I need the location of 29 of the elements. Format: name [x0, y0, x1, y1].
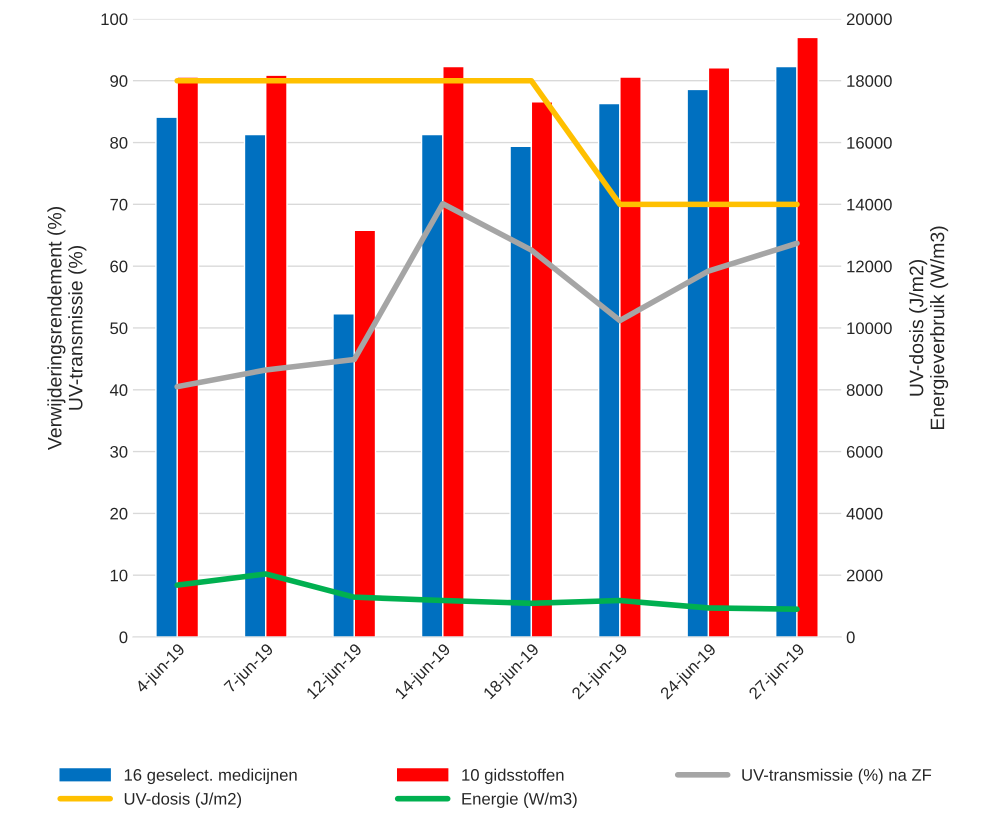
y-tick-label: 60 — [110, 260, 128, 272]
y2-tick-label: 0 — [846, 631, 855, 644]
y2-tick-label: 6000 — [846, 446, 882, 458]
legend-label: 16 geselect. medicijnen — [124, 768, 297, 784]
y2-tick-label: 4000 — [846, 508, 882, 520]
y-tick-label: 70 — [110, 198, 128, 211]
legend-label: Energie (W/m3) — [462, 792, 577, 808]
y2-tick-label: 2000 — [846, 570, 882, 582]
y-axis-title: Verwijderingsrendement (%) UV-transmissie (%) — [47, 207, 86, 450]
y2-tick-label: 10000 — [847, 322, 892, 334]
y2-tick-label: 12000 — [847, 260, 892, 272]
y-tick-label: 100 — [102, 13, 128, 26]
y2-tick-label: 14000 — [847, 198, 892, 211]
legend-label: UV-transmissie (%) na ZF — [742, 768, 932, 784]
y2-tick-label: 8000 — [846, 384, 882, 396]
y-tick-label: 80 — [110, 136, 128, 149]
y-tick-label: 0 — [119, 631, 128, 644]
y-tick-label: 50 — [110, 322, 128, 334]
y-tick-label: 90 — [110, 75, 128, 87]
legend-label: 10 gidsstoffen — [462, 768, 564, 784]
y-tick-label: 20 — [110, 508, 128, 520]
y2-tick-label: 18000 — [847, 75, 892, 87]
y2-tick-label: 20000 — [846, 13, 892, 26]
y2-tick-label: 16000 — [847, 136, 892, 149]
y-tick-label: 30 — [110, 446, 128, 458]
legend-label: UV-dosis (J/m2) — [124, 792, 242, 808]
y-tick-label: 10 — [110, 570, 128, 582]
y2-axis-title: UV-dosis (J/m2) Energieverbruik (W/m3) — [909, 226, 948, 430]
y-tick-label: 40 — [110, 384, 128, 396]
